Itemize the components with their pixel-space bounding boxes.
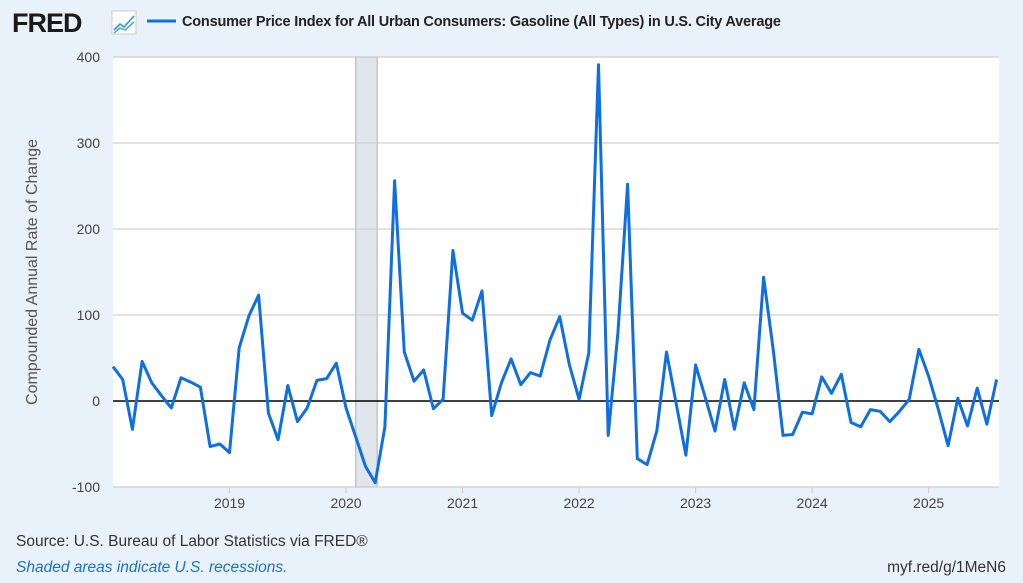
source-text: Source: U.S. Bureau of Labor Statistics … xyxy=(16,533,368,550)
y-tick-label: -100 xyxy=(72,479,100,495)
chart-title: Consumer Price Index for All Urban Consu… xyxy=(182,14,781,30)
y-tick-label: 400 xyxy=(77,49,101,65)
x-tick-label: 2019 xyxy=(214,495,245,511)
short-url-link[interactable]: myf.red/g/1MeN6 xyxy=(887,559,1006,576)
x-tick-label: 2023 xyxy=(680,495,711,511)
x-tick-label: 2024 xyxy=(797,495,828,511)
x-tick-label: 2021 xyxy=(447,495,478,511)
y-tick-label: 300 xyxy=(77,135,101,151)
series-line xyxy=(111,63,999,485)
recession-note: Shaded areas indicate U.S. recessions. xyxy=(16,559,288,576)
y-axis-label: Compounded Annual Rate of Change xyxy=(24,139,41,405)
x-tick-label: 2022 xyxy=(564,495,595,511)
x-tick-label: 2020 xyxy=(330,495,361,511)
line-chart-icon xyxy=(111,10,137,35)
recession-shade xyxy=(355,56,378,488)
fred-logo[interactable]: FRED xyxy=(12,8,83,38)
y-tick-label: 0 xyxy=(92,393,100,409)
y-tick-label: 200 xyxy=(77,221,101,237)
y-tick-label: 100 xyxy=(77,307,101,323)
plot-area xyxy=(113,57,999,487)
x-tick-label: 2025 xyxy=(913,495,944,511)
